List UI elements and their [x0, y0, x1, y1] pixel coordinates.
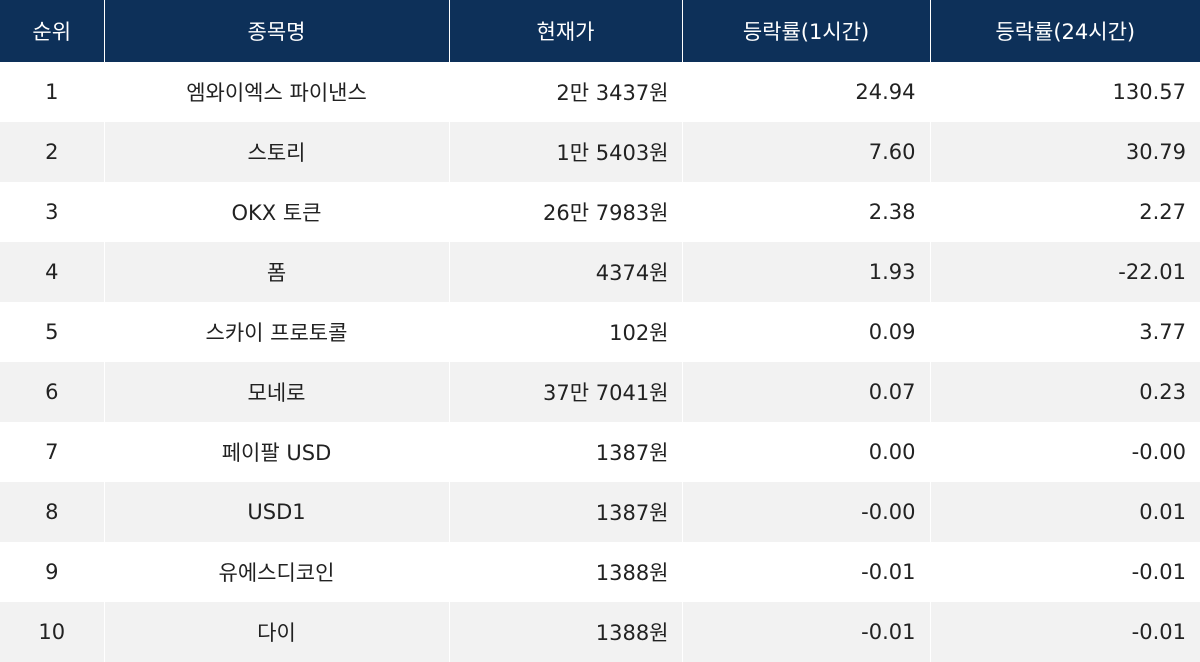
change-24h-cell: -0.01	[929, 602, 1200, 662]
rank-cell: 9	[0, 542, 104, 602]
change-1h-cell: 24.94	[681, 62, 930, 122]
name-cell: OKX 토큰	[103, 182, 449, 242]
change-1h-cell: 1.93	[681, 242, 930, 302]
change-1h-cell: -0.00	[681, 482, 930, 542]
price-cell: 1387원	[448, 422, 682, 482]
price-cell: 1만 5403원	[448, 122, 682, 182]
change-24h-cell: 0.23	[929, 362, 1200, 422]
price-cell: 1388원	[448, 602, 682, 662]
name-cell: USD1	[103, 482, 449, 542]
price-cell: 2만 3437원	[448, 62, 682, 122]
header-row: 순위 종목명 현재가 등락률(1시간) 등락률(24시간)	[0, 0, 1200, 62]
table-row: 2 스토리 1만 5403원 7.60 30.79	[0, 122, 1200, 182]
header-price[interactable]: 현재가	[448, 0, 682, 62]
name-cell: 스카이 프로토콜	[103, 302, 449, 362]
table-header: 순위 종목명 현재가 등락률(1시간) 등락률(24시간)	[0, 0, 1200, 62]
change-24h-cell: -0.01	[929, 542, 1200, 602]
header-change-24h[interactable]: 등락률(24시간)	[929, 0, 1200, 62]
header-change-1h[interactable]: 등락률(1시간)	[681, 0, 930, 62]
table-row: 5 스카이 프로토콜 102원 0.09 3.77	[0, 302, 1200, 362]
change-1h-cell: 0.00	[681, 422, 930, 482]
rank-cell: 2	[0, 122, 104, 182]
rank-cell: 7	[0, 422, 104, 482]
change-24h-cell: 2.27	[929, 182, 1200, 242]
price-cell: 1387원	[448, 482, 682, 542]
rank-cell: 10	[0, 602, 104, 662]
price-cell: 1388원	[448, 542, 682, 602]
table-row: 4 폼 4374원 1.93 -22.01	[0, 242, 1200, 302]
change-24h-cell: -22.01	[929, 242, 1200, 302]
table-row: 7 페이팔 USD 1387원 0.00 -0.00	[0, 422, 1200, 482]
table-row: 1 엠와이엑스 파이낸스 2만 3437원 24.94 130.57	[0, 62, 1200, 122]
change-1h-cell: -0.01	[681, 542, 930, 602]
change-1h-cell: 2.38	[681, 182, 930, 242]
price-cell: 26만 7983원	[448, 182, 682, 242]
change-24h-cell: 130.57	[929, 62, 1200, 122]
table-row: 9 유에스디코인 1388원 -0.01 -0.01	[0, 542, 1200, 602]
header-name[interactable]: 종목명	[103, 0, 449, 62]
change-24h-cell: 30.79	[929, 122, 1200, 182]
name-cell: 페이팔 USD	[103, 422, 449, 482]
table-body: 1 엠와이엑스 파이낸스 2만 3437원 24.94 130.57 2 스토리…	[0, 62, 1200, 662]
rank-cell: 6	[0, 362, 104, 422]
name-cell: 모네로	[103, 362, 449, 422]
rank-cell: 4	[0, 242, 104, 302]
rank-cell: 3	[0, 182, 104, 242]
rank-cell: 5	[0, 302, 104, 362]
change-1h-cell: 7.60	[681, 122, 930, 182]
change-1h-cell: -0.01	[681, 602, 930, 662]
table-row: 6 모네로 37만 7041원 0.07 0.23	[0, 362, 1200, 422]
price-cell: 4374원	[448, 242, 682, 302]
price-cell: 102원	[448, 302, 682, 362]
table-row: 10 다이 1388원 -0.01 -0.01	[0, 602, 1200, 662]
name-cell: 유에스디코인	[103, 542, 449, 602]
name-cell: 다이	[103, 602, 449, 662]
name-cell: 폼	[103, 242, 449, 302]
price-cell: 37만 7041원	[448, 362, 682, 422]
table-row: 8 USD1 1387원 -0.00 0.01	[0, 482, 1200, 542]
change-1h-cell: 0.09	[681, 302, 930, 362]
name-cell: 엠와이엑스 파이낸스	[103, 62, 449, 122]
change-24h-cell: 3.77	[929, 302, 1200, 362]
table-row: 3 OKX 토큰 26만 7983원 2.38 2.27	[0, 182, 1200, 242]
name-cell: 스토리	[103, 122, 449, 182]
rank-cell: 1	[0, 62, 104, 122]
header-rank[interactable]: 순위	[0, 0, 104, 62]
rank-cell: 8	[0, 482, 104, 542]
change-1h-cell: 0.07	[681, 362, 930, 422]
change-24h-cell: -0.00	[929, 422, 1200, 482]
change-24h-cell: 0.01	[929, 482, 1200, 542]
